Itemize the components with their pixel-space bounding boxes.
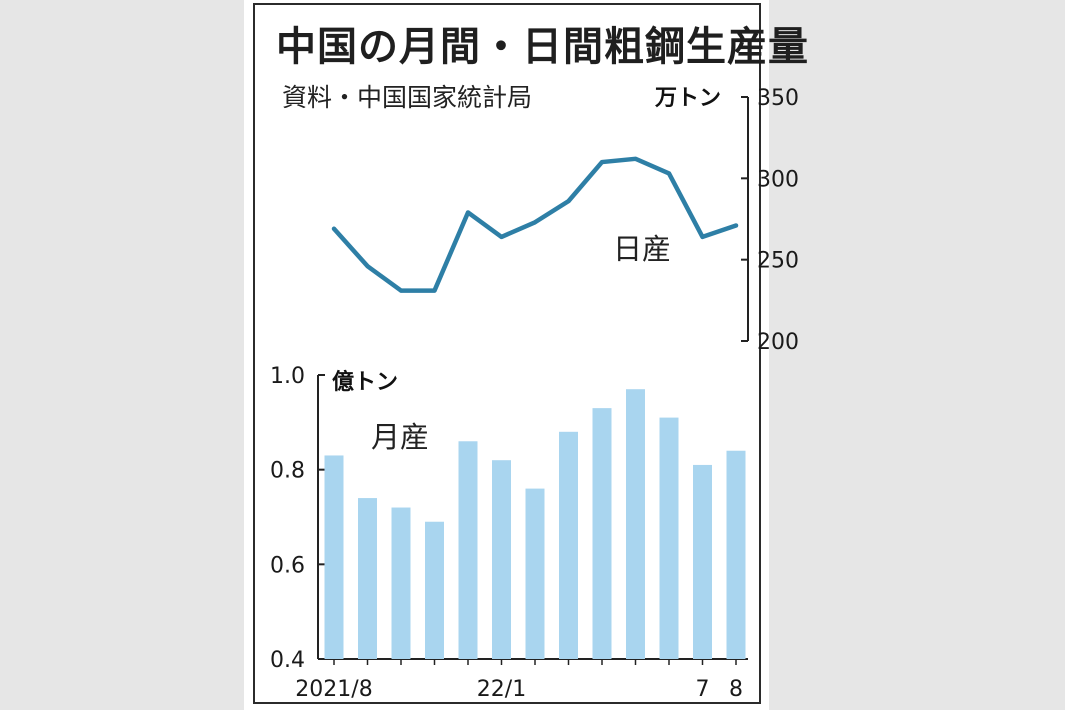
bar-monthly <box>425 521 444 659</box>
line-point <box>499 234 504 239</box>
line-point <box>633 156 638 161</box>
line-unit-label: 万トン <box>655 86 722 111</box>
bar-monthly <box>559 431 578 659</box>
bar-unit-label: 億トン <box>332 370 399 395</box>
line-point <box>432 288 437 293</box>
line-point <box>332 226 336 231</box>
chart-source: 資料・中国国家統計局 <box>282 83 533 112</box>
chart-title: 中国の月間・日間粗鋼生産量 <box>276 24 809 70</box>
bar-x-tick-label: 8 <box>729 677 743 702</box>
line-point <box>734 223 738 228</box>
line-point <box>466 210 470 215</box>
bar-monthly <box>458 441 478 659</box>
bar-monthly <box>525 488 545 659</box>
line-point <box>566 199 571 204</box>
bar-monthly <box>391 507 411 659</box>
line-point <box>700 234 705 239</box>
bar-monthly <box>659 417 679 659</box>
bar-monthly <box>492 460 511 659</box>
line-point <box>600 160 604 165</box>
line-y-tick-label: 350 <box>757 86 799 111</box>
bar-monthly <box>324 455 344 659</box>
line-point <box>365 264 370 269</box>
chart-frame <box>253 3 761 704</box>
bar-y-tick-label: 0.8 <box>270 459 305 484</box>
bar-y-tick-label: 1.0 <box>270 364 305 389</box>
bar-monthly <box>626 389 645 659</box>
bar-monthly <box>693 464 712 659</box>
line-series-label: 日産 <box>613 232 672 266</box>
line-point <box>667 171 671 176</box>
line-y-tick-label: 200 <box>757 330 799 355</box>
line-point <box>533 220 537 225</box>
line-series-daily <box>331 156 739 293</box>
bar-series-label: 月産 <box>371 420 430 454</box>
line-point <box>399 288 403 293</box>
bar-monthly <box>592 408 612 659</box>
bar-x-tick-label: 7 <box>696 677 710 702</box>
bar-x-tick-label: 2021/8 <box>295 677 372 702</box>
line-y-tick-label: 300 <box>757 167 799 192</box>
bar-monthly <box>358 498 377 659</box>
bar-y-tick-label: 0.6 <box>270 553 305 578</box>
bar-monthly <box>726 450 746 659</box>
bar-y-tick-label: 0.4 <box>270 648 305 673</box>
bar-x-tick-label: 22/1 <box>477 677 526 702</box>
line-y-tick-label: 250 <box>757 249 799 274</box>
